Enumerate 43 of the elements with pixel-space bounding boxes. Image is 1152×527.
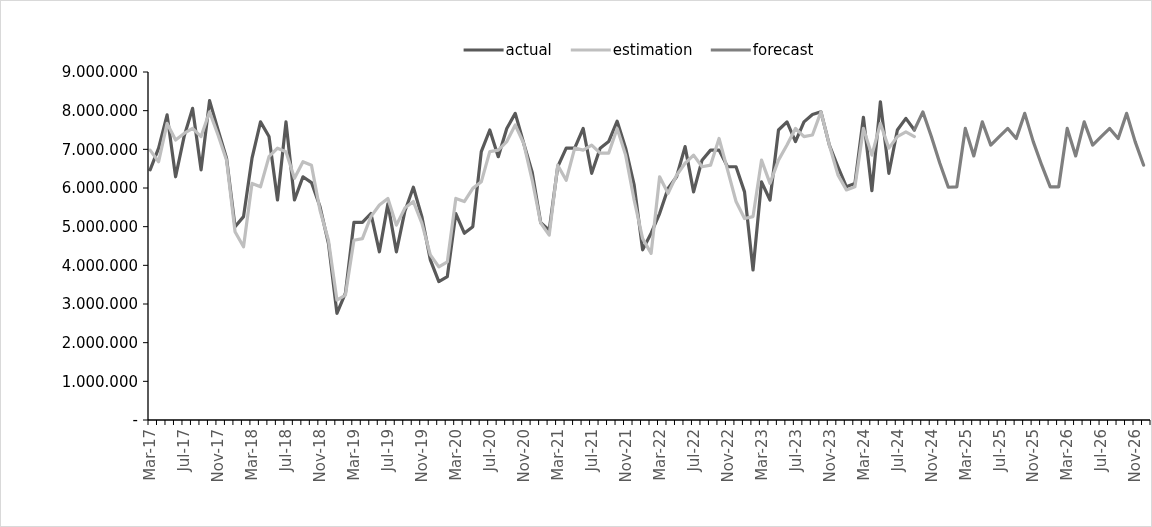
y-tick-label: - — [132, 411, 138, 430]
x-tick-label: Jul-21 — [582, 429, 601, 473]
x-tick-label: Jul-24 — [888, 429, 907, 473]
legend-label: actual — [505, 41, 552, 60]
legend-label: estimation — [612, 41, 693, 60]
x-tick-label: Mar-22 — [650, 429, 669, 481]
x-tick-label: Nov-18 — [311, 429, 330, 483]
x-tick-label: Jul-17 — [175, 429, 194, 473]
x-tick-label: Nov-26 — [1126, 429, 1145, 483]
x-tick-label: Nov-17 — [209, 429, 228, 483]
x-tick-label: Jul-19 — [379, 429, 398, 473]
y-tick-label: 3.000.000 — [61, 295, 138, 314]
x-tick-label: Nov-23 — [820, 429, 839, 483]
x-tick-label: Mar-26 — [1058, 429, 1077, 481]
x-tick-label: Jul-23 — [786, 429, 805, 473]
x-tick-label: Jul-20 — [481, 429, 500, 473]
y-tick-label: 7.000.000 — [61, 140, 138, 159]
x-tick-label: Nov-20 — [515, 429, 533, 483]
x-tick-label: Mar-20 — [447, 429, 466, 481]
legend-label: forecast — [752, 41, 814, 60]
x-tick-label: Mar-21 — [548, 429, 567, 481]
x-tick-label: Mar-19 — [345, 429, 364, 481]
y-tick-label: 5.000.000 — [61, 217, 138, 236]
y-tick-label: 2.000.000 — [61, 333, 138, 352]
x-tick-label: Nov-19 — [413, 429, 432, 483]
x-tick-label: Mar-25 — [956, 429, 975, 481]
x-tick-label: Jul-18 — [277, 429, 296, 473]
x-tick-label: Nov-25 — [1024, 429, 1043, 483]
y-tick-label: 8.000.000 — [61, 101, 138, 120]
x-tick-label: Jul-22 — [684, 429, 703, 473]
y-tick-label: 6.000.000 — [61, 179, 138, 198]
y-tick-label: 4.000.000 — [61, 256, 138, 275]
x-tick-label: Jul-26 — [1092, 429, 1111, 473]
x-tick-label: Mar-23 — [752, 429, 771, 481]
x-tick-label: Nov-21 — [616, 429, 635, 483]
x-tick-label: Mar-24 — [854, 429, 873, 481]
x-tick-label: Mar-18 — [243, 429, 262, 481]
x-tick-label: Nov-22 — [718, 429, 737, 483]
x-tick-label: Mar-17 — [141, 429, 160, 481]
x-tick-label: Jul-25 — [990, 429, 1009, 473]
y-tick-label: 1.000.000 — [61, 372, 138, 391]
x-tick-label: Nov-24 — [922, 429, 941, 483]
y-tick-label: 9.000.000 — [61, 63, 138, 82]
